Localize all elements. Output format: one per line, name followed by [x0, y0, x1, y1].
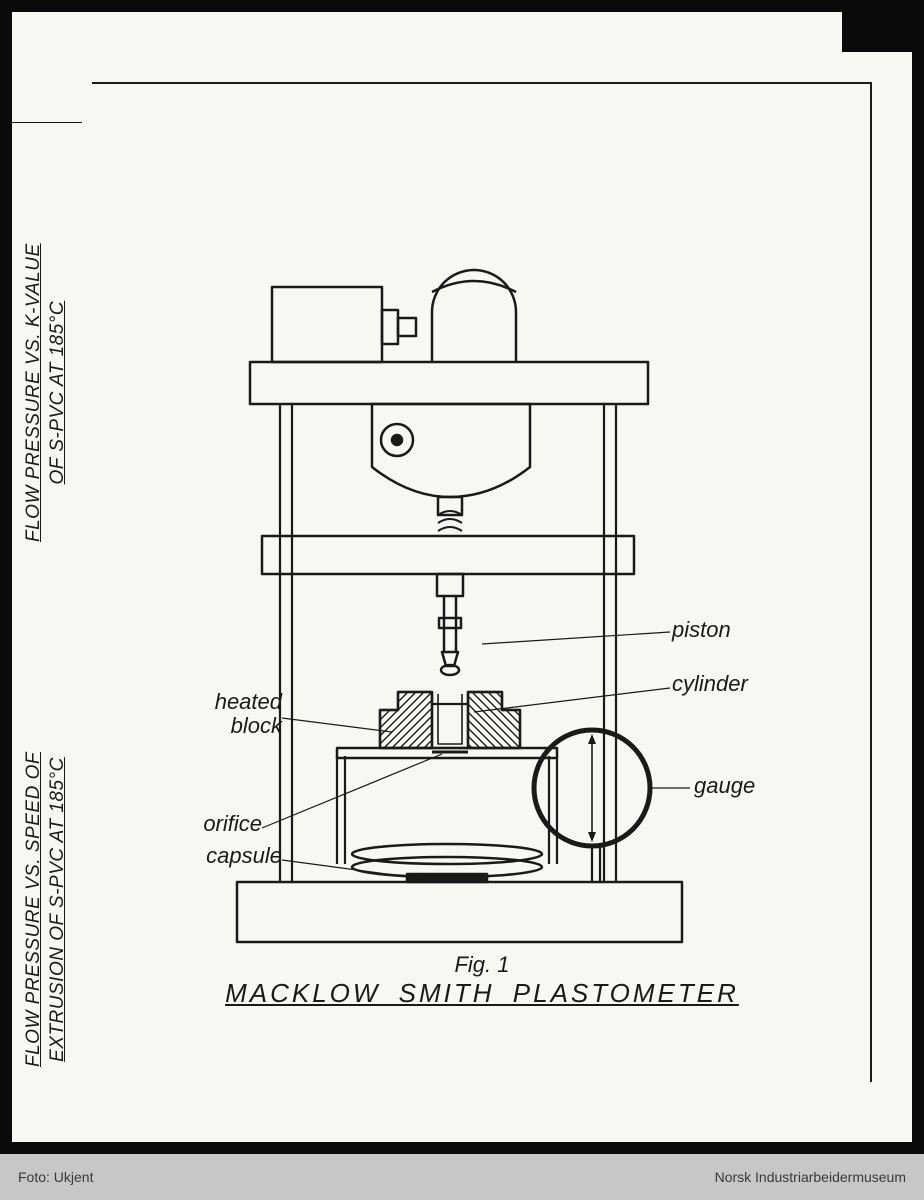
figure-title: MACKLOW SMITH PLASTOMETER — [132, 978, 832, 1009]
drawing-border-top — [92, 82, 872, 84]
side-title-top: FLOW PRESSURE VS. K-VALUE OF S-PVC AT 18… — [22, 243, 70, 542]
label-heated-block: heatedblock — [162, 690, 282, 738]
side-title-top-line2: OF S-PVC AT 185°C — [46, 243, 70, 542]
footer-credit-right: Norsk Industriarbeidermuseum — [715, 1169, 906, 1185]
drawing-border-stub — [12, 122, 82, 123]
label-capsule: capsule — [162, 844, 282, 868]
page-frame: FLOW PRESSURE VS. K-VALUE OF S-PVC AT 18… — [12, 12, 912, 1142]
label-piston: piston — [672, 618, 731, 642]
label-gauge: gauge — [694, 774, 755, 798]
side-title-bottom-line1: FLOW PRESSURE VS. SPEED OF — [22, 752, 46, 1067]
drawing-border-right — [870, 82, 872, 1082]
label-orifice: orifice — [152, 812, 262, 836]
footer-credit-left: Foto: Ukjent — [18, 1169, 93, 1185]
side-title-bottom-line2: EXTRUSION OF S-PVC AT 185°C — [46, 752, 70, 1067]
figure-number: Fig. 1 — [132, 952, 832, 978]
side-title-top-line1: FLOW PRESSURE VS. K-VALUE — [22, 243, 46, 542]
film-edge — [842, 12, 912, 52]
side-title-bottom: FLOW PRESSURE VS. SPEED OF EXTRUSION OF … — [22, 752, 70, 1067]
plastometer-diagram: piston cylinder gauge heatedblock orific… — [132, 232, 832, 1012]
footer-bar: Foto: Ukjent Norsk Industriarbeidermuseu… — [0, 1154, 924, 1200]
label-cylinder: cylinder — [672, 672, 748, 696]
